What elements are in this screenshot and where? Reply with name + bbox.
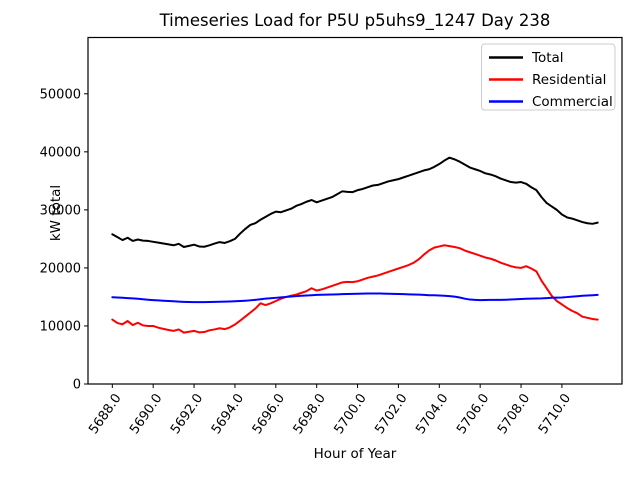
legend-label-total: Total bbox=[531, 50, 564, 66]
y-axis-label: kW total bbox=[48, 185, 64, 241]
legend-label-commercial: Commercial bbox=[532, 94, 613, 110]
x-tick-label: 5696.0 bbox=[250, 391, 288, 437]
x-tick-label: 5700.0 bbox=[331, 391, 369, 437]
x-tick-label: 5698.0 bbox=[291, 391, 329, 437]
legend-label-residential: Residential bbox=[532, 72, 606, 88]
commercial-line bbox=[111, 292, 599, 304]
y-tick-label: 40000 bbox=[40, 145, 81, 160]
x-tick-label: 5690.0 bbox=[127, 391, 165, 437]
x-tick-label: 5692.0 bbox=[168, 391, 206, 437]
x-tick-label: 5694.0 bbox=[209, 391, 247, 437]
legend-box bbox=[481, 43, 616, 111]
residential-line bbox=[111, 244, 599, 334]
x-tick-label: 5704.0 bbox=[413, 391, 451, 437]
x-tick-label: 5688.0 bbox=[86, 391, 124, 437]
y-tick-label: 30000 bbox=[40, 203, 81, 218]
series-lines bbox=[111, 156, 599, 334]
y-tick-label: 50000 bbox=[40, 87, 81, 102]
x-axis-label: Hour of Year bbox=[314, 446, 397, 462]
y-tick-label: 20000 bbox=[40, 261, 81, 276]
chart-title: Timeseries Load for P5U p5uhs9_1247 Day … bbox=[159, 11, 551, 31]
legend: Total Residential Commercial bbox=[481, 43, 616, 111]
x-tick-label: 5708.0 bbox=[495, 391, 533, 437]
x-tick-label: 5710.0 bbox=[536, 391, 574, 437]
total-line bbox=[111, 156, 599, 249]
y-tick-label: 0 bbox=[73, 378, 81, 393]
axes-spines bbox=[87, 36, 623, 385]
x-tick-label: 5702.0 bbox=[372, 391, 410, 437]
y-tick-label: 10000 bbox=[40, 319, 81, 334]
x-tick-label: 5706.0 bbox=[454, 391, 492, 437]
